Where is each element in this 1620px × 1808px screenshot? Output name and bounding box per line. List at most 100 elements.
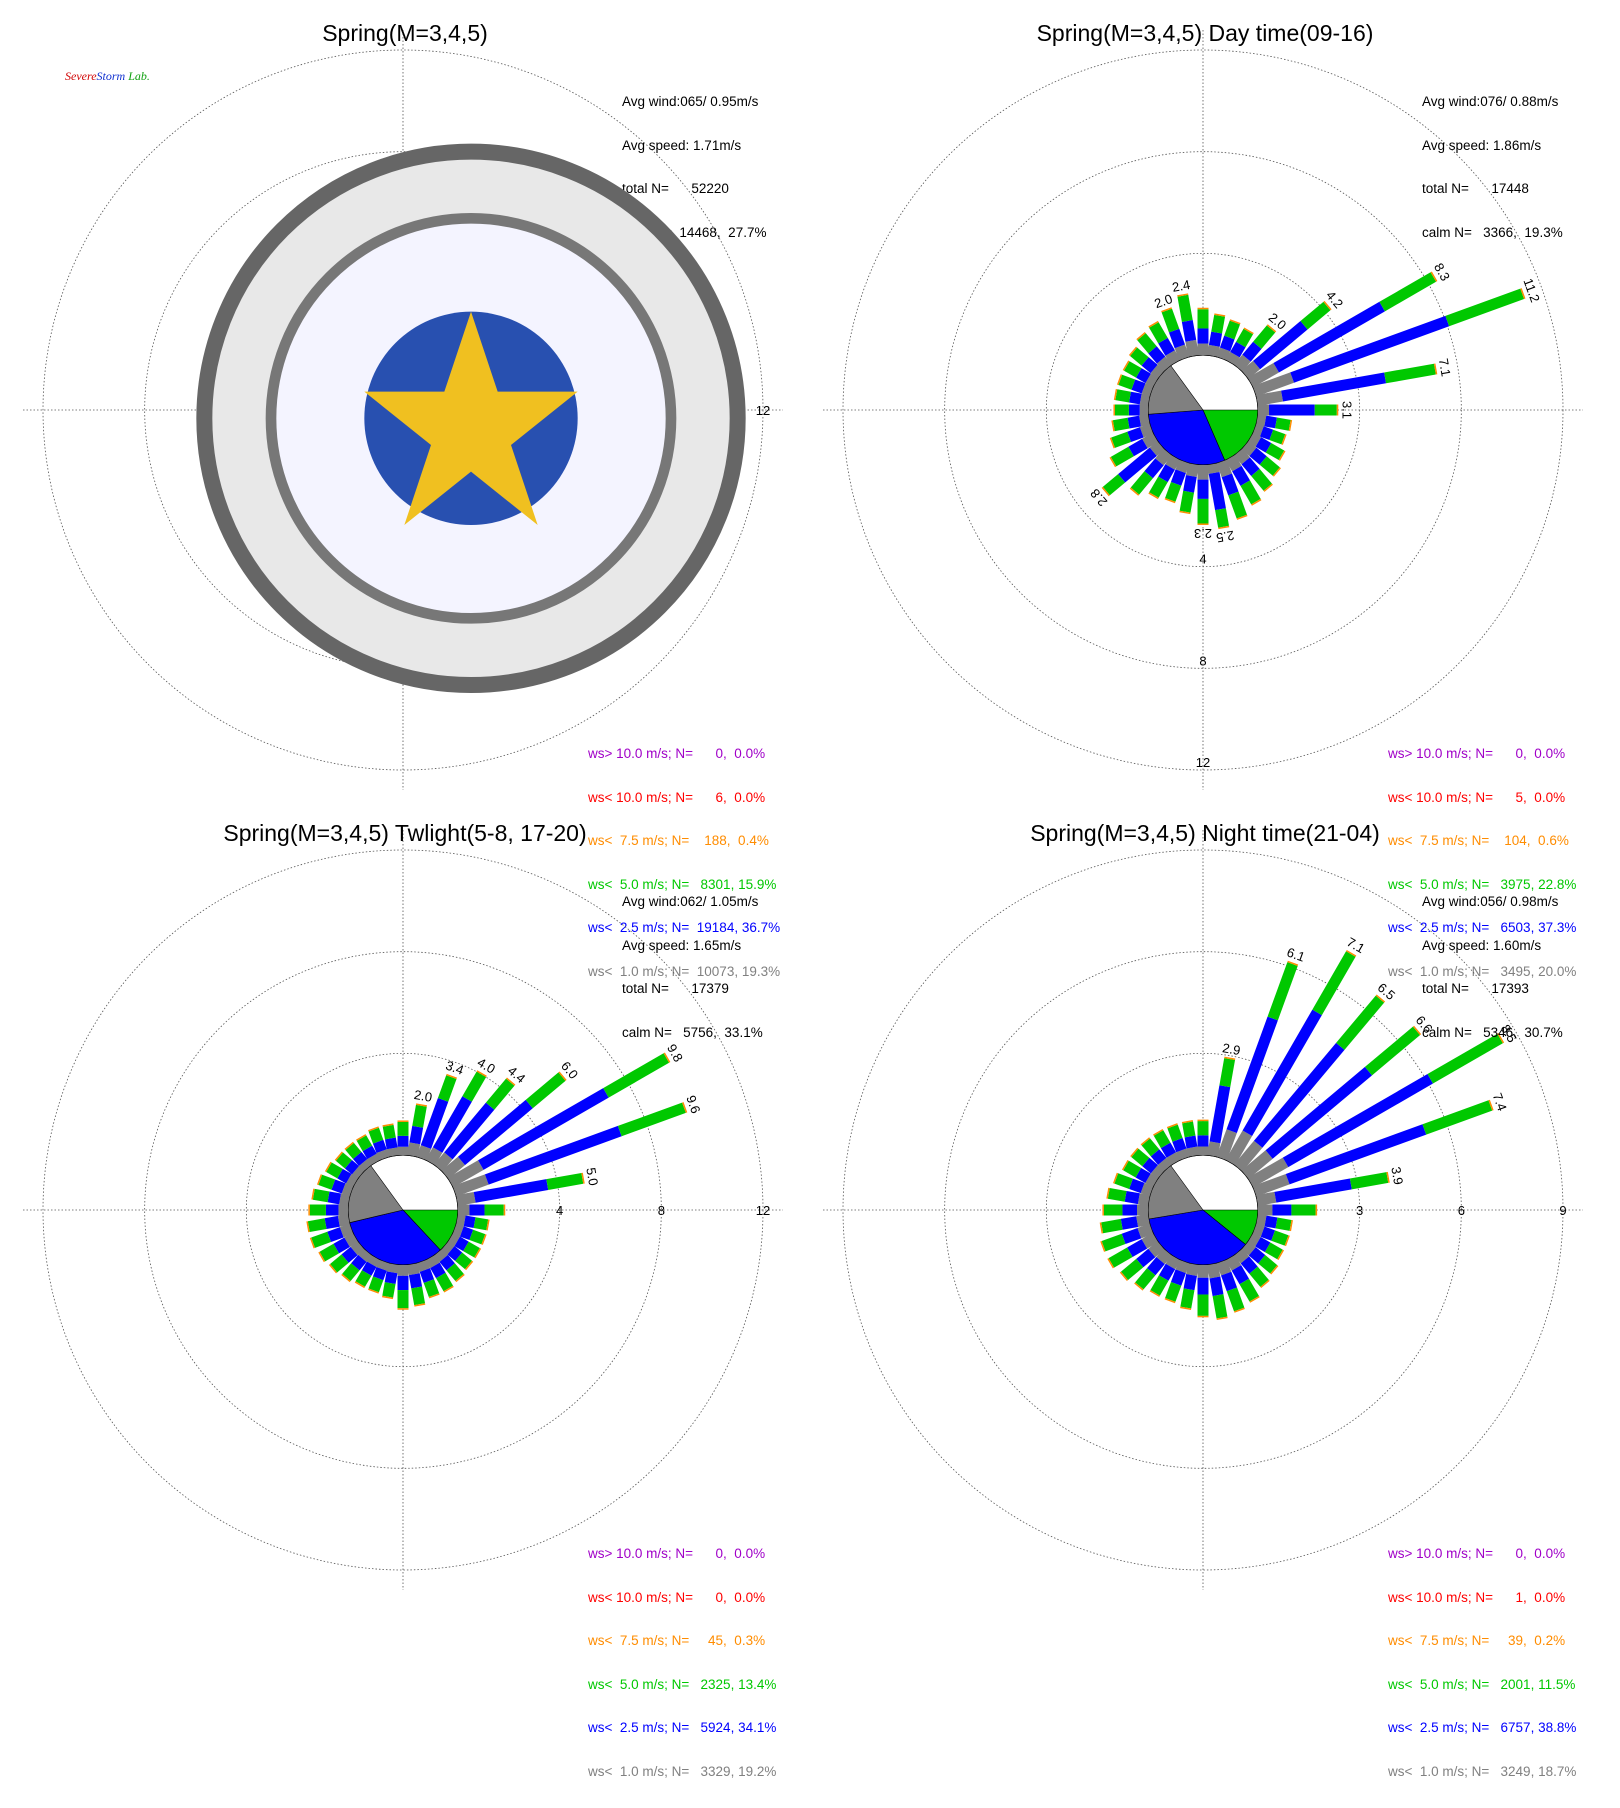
radial-tick-label: 9 [1559, 1203, 1566, 1218]
bar-segment-lt5 [1264, 1242, 1283, 1260]
bar-value-label: 2.4 [1171, 277, 1191, 295]
bar-segment-lt5 [1228, 491, 1247, 519]
bar-segment-lt5 [1236, 328, 1254, 348]
bar-segment-lt5 [1114, 1173, 1133, 1189]
bar-segment-lt1 [386, 1263, 399, 1274]
bar-segment-lt5 [546, 1172, 584, 1190]
bar-segment-lt5 [355, 1270, 372, 1287]
bar-segment-lt5 [1103, 1204, 1123, 1216]
bar-segment-lt1 [1234, 1140, 1263, 1172]
bar-segment-lt2-5 [1226, 1016, 1278, 1133]
bar-segment-lt2-5 [454, 1236, 469, 1252]
bar-segment-lt2-5 [1255, 1236, 1271, 1253]
bar-segment-lt2-5 [1282, 1074, 1433, 1168]
bar-segment-lt5 [1445, 288, 1525, 327]
bar-segment-lt7-5 [1218, 525, 1230, 530]
bar-segment-lt7-5 [1161, 307, 1172, 313]
bar-segment-lt2-5 [478, 1088, 609, 1170]
bar-segment-lt5 [1179, 490, 1194, 513]
bar-value-label: 5.0 [583, 1166, 601, 1186]
chart-title: Spring(M=3,4,5) [322, 20, 488, 46]
bar-segment-lt2-5 [1122, 1204, 1137, 1216]
bar-segment-lt7-5 [306, 1221, 310, 1233]
bar-segment-lt2-5 [1141, 357, 1158, 374]
bar-segment-lt1 [1216, 1129, 1237, 1161]
bar-value-label: 2.5 [1215, 528, 1235, 546]
bar-value-label: 2.0 [1152, 291, 1174, 311]
bar-segment-lt1 [341, 1183, 354, 1197]
bar-segment-lt2-5 [361, 1261, 377, 1276]
bar-segment-lt7-5 [1181, 1120, 1193, 1124]
bar-segment-lt2-5 [341, 1246, 358, 1263]
radial-tick-label: 8 [658, 1203, 665, 1218]
bar-segment-lt2-5 [1183, 1274, 1197, 1291]
chart-title: Spring(M=3,4,5) Day time(09-16) [1036, 20, 1374, 46]
legend-row: ws< 7.5 m/s; N= 39, 0.2% [1388, 1633, 1566, 1648]
legend-row: ws< 10.0 m/s; N= 6, 0.0% [588, 789, 766, 805]
bar-segment-lt7-5 [382, 1123, 394, 1127]
legend-row: ws< 10.0 m/s; N= 1, 0.0% [1388, 1589, 1566, 1605]
bar-segment-lt5 [1239, 1278, 1259, 1302]
bar-segment-lt5 [1384, 363, 1436, 384]
bar-segment-lt5 [1314, 404, 1337, 416]
bar-segment-lt2-5 [1264, 1215, 1278, 1229]
bar-segment-lt1 [1256, 390, 1283, 406]
bar-segment-lt2-5 [1285, 1124, 1427, 1185]
radial-tick-label: 12 [756, 403, 770, 418]
bar-segment-lt5 [1115, 389, 1131, 403]
bar-segment-lt5 [312, 1188, 330, 1203]
bar-segment-lt5 [436, 1272, 454, 1292]
bar-segment-lt7-5 [308, 1204, 310, 1216]
bar-value-label: 7.1 [1436, 357, 1454, 377]
bar-segment-lt1 [456, 1214, 466, 1227]
stats-avg-wind: Avg wind:056/ 0.98m/s [1422, 894, 1559, 909]
bar-segment-lt5 [455, 1252, 473, 1270]
bar-segment-lt2-5 [1208, 471, 1226, 511]
wind-rose-panel-daytime: 4 8 12 2.0 2.4 2.0 4.2 8.3 11.2 7.1 3.1 2.5 2.3 2.8 S… [810, 10, 1610, 978]
bar-value-label: 6.1 [1285, 944, 1307, 964]
bar-segment-lt7-5 [356, 1134, 367, 1141]
bar-segment-lt7-5 [428, 1293, 440, 1299]
lab-logo: SevereStorm Lab. [65, 25, 746, 693]
bar-segment-lt7-5 [368, 1126, 379, 1132]
legend-row: ws< 1.0 m/s; N= 3249, 18.7% [1388, 1763, 1577, 1779]
bar-segment-lt7-5 [1129, 487, 1140, 496]
bar-segment-lt5 [1271, 1230, 1289, 1246]
bar-segment-lt1 [425, 1254, 440, 1269]
bar-segment-lt1 [1225, 1254, 1242, 1271]
bar-segment-lt7-5 [1214, 313, 1226, 317]
bar-segment-lt1 [339, 1223, 354, 1238]
bar-segment-lt2-5 [1197, 1277, 1209, 1295]
bar-segment-lt2-5 [1131, 379, 1146, 394]
logo-text-lab: Lab. [125, 69, 150, 83]
bar-segment-lt5 [307, 1218, 327, 1233]
bar-segment-lt2-5 [1264, 415, 1277, 429]
bar-segment-lt7-5 [1234, 1307, 1245, 1313]
bar-segment-lt5 [1101, 1233, 1126, 1252]
bar-segment-lt5 [397, 1121, 409, 1136]
speed-legend: ws> 10.0 m/s; N= 0, 0.0% ws< 10.0 m/s; N… [1388, 718, 1576, 1008]
bar-segment-lt7-5 [1106, 1187, 1110, 1199]
bar-segment-lt1 [434, 1248, 448, 1262]
bar-segment-lt5 [1197, 1121, 1209, 1136]
bar-segment-lt5 [1137, 333, 1157, 354]
bar-segment-lt5 [1275, 417, 1291, 431]
bar-segment-lt2-5 [372, 1266, 387, 1281]
bar-segment-lt1 [1256, 1214, 1267, 1227]
bar-segment-lt5 [463, 1241, 480, 1258]
bar-segment-lt1 [1207, 1141, 1221, 1157]
bar-segment-lt1 [1145, 373, 1159, 388]
bar-segment-lt2-5 [1158, 337, 1175, 356]
bar-segment-lt1 [1207, 1263, 1221, 1279]
bar-segment-lt7-5 [1281, 434, 1287, 445]
legend-row: ws< 1.0 m/s; N= 3329, 19.2% [588, 1763, 777, 1779]
bar-segment-lt5 [1259, 456, 1280, 476]
bar-segment-lt1 [441, 1156, 466, 1179]
radial-tick-label: 4 [1199, 552, 1206, 567]
bar-segment-lt2-5 [1240, 1256, 1258, 1274]
bar-segment-lt2-5 [384, 1271, 398, 1284]
bar-segment-lt5 [1112, 417, 1130, 432]
bar-segment-lt5 [485, 1078, 515, 1110]
bar-segment-lt7-5 [1107, 1258, 1115, 1269]
bar-segment-lt2-5 [1129, 1178, 1145, 1194]
